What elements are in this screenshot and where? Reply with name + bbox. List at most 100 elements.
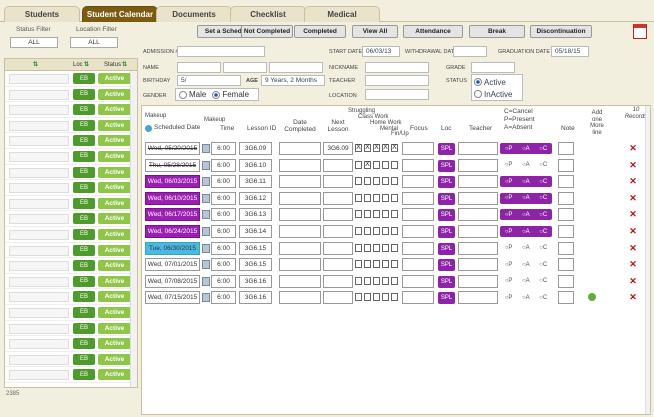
student-list-item[interactable]: EB Active	[5, 211, 137, 227]
focus-field[interactable]	[402, 274, 434, 288]
lesson-id-field[interactable]: 3G6.16	[239, 274, 272, 288]
focus-field[interactable]	[402, 191, 434, 205]
absent-radio[interactable]: ○A	[522, 245, 530, 252]
makeup-icon[interactable]	[202, 260, 210, 270]
student-list-item[interactable]: EB Active	[5, 133, 137, 149]
cancel-radio[interactable]: ○C	[539, 195, 548, 202]
student-status-badge[interactable]: Active	[98, 260, 131, 272]
absent-radio[interactable]: ○A	[522, 228, 530, 235]
progress-checkbox[interactable]	[373, 227, 380, 235]
withdrawal-field[interactable]	[453, 46, 487, 57]
next-lesson-field[interactable]	[323, 258, 353, 272]
progress-checkbox[interactable]	[391, 227, 398, 235]
sort-loc-icon[interactable]: ⇅	[84, 62, 90, 68]
next-lesson-field[interactable]	[323, 225, 353, 238]
progress-checkbox[interactable]	[355, 243, 362, 252]
progress-checkbox[interactable]	[373, 177, 380, 186]
student-status-badge[interactable]: Active	[98, 88, 131, 100]
progress-checkbox[interactable]	[382, 260, 389, 269]
progress-checkbox[interactable]	[355, 210, 362, 219]
scheduled-date-field[interactable]: Thu, 05/28/2015	[145, 158, 200, 172]
progress-checkbox[interactable]	[364, 227, 371, 235]
progress-checkbox[interactable]	[364, 260, 371, 269]
tab-documents[interactable]: Documents	[156, 6, 232, 22]
progress-checkbox[interactable]	[382, 227, 389, 235]
progress-checkbox[interactable]	[382, 193, 389, 202]
student-status-badge[interactable]: Active	[98, 244, 131, 256]
focus-field[interactable]	[402, 158, 434, 172]
cancel-radio[interactable]: ○C	[539, 228, 548, 235]
progress-checkbox[interactable]: X	[373, 144, 380, 152]
note-field[interactable]	[558, 158, 574, 172]
location-field[interactable]	[365, 89, 429, 100]
note-field[interactable]	[558, 258, 574, 272]
progress-checkbox[interactable]	[355, 227, 362, 235]
cancel-radio[interactable]: ○C	[539, 294, 548, 301]
scheduled-date-field[interactable]: Wed, 06/17/2015	[145, 208, 200, 222]
tab-checklist[interactable]: Checklist	[230, 6, 306, 22]
student-status-badge[interactable]: Active	[98, 182, 131, 194]
student-status-badge[interactable]: Active	[98, 213, 131, 225]
progress-checkbox[interactable]	[364, 243, 371, 252]
progress-checkbox[interactable]	[382, 243, 389, 252]
attendance-button[interactable]: Attendance	[403, 25, 463, 38]
present-radio[interactable]: ○P	[504, 162, 513, 169]
student-list-item[interactable]: EB Active	[5, 274, 137, 290]
progress-checkbox[interactable]	[364, 177, 371, 186]
cancel-radio[interactable]: ○C	[539, 162, 548, 169]
progress-checkbox[interactable]	[373, 260, 380, 269]
active-radio[interactable]	[474, 78, 482, 86]
date-completed-field[interactable]	[279, 158, 321, 172]
scheduled-date-field[interactable]: Wed, 05/20/2015	[145, 142, 200, 155]
student-list-item[interactable]: EB Active	[5, 243, 137, 259]
progress-checkbox[interactable]	[382, 160, 389, 169]
lesson-id-field[interactable]: 3G6.09	[239, 142, 272, 155]
sort-status-icon[interactable]: ⇅	[122, 62, 128, 68]
progress-checkbox[interactable]: X	[391, 144, 398, 152]
attendance-radio-group[interactable]: ○P ○A ○C	[500, 243, 552, 254]
tab-medical[interactable]: Medical	[304, 6, 380, 22]
makeup-icon[interactable]	[202, 276, 210, 286]
note-field[interactable]	[558, 175, 574, 189]
attendance-radio-group[interactable]: ○P ○A ○C	[500, 292, 552, 303]
teacher-field[interactable]	[458, 158, 498, 172]
progress-checkbox[interactable]	[391, 276, 398, 285]
student-list-item[interactable]: EB Active	[5, 336, 137, 352]
middle-name-field[interactable]	[223, 62, 267, 73]
start-date-field[interactable]: 06/03/13	[362, 46, 400, 57]
birthday-field[interactable]: 5/	[177, 75, 241, 86]
makeup-icon[interactable]	[202, 243, 210, 253]
grid-scrollbar[interactable]	[645, 106, 650, 414]
progress-checkbox[interactable]	[373, 293, 380, 302]
progress-checkbox[interactable]	[391, 177, 398, 186]
cancel-radio[interactable]: ○C	[539, 211, 548, 218]
lesson-id-field[interactable]: 3G6.16	[239, 291, 272, 305]
progress-checkbox[interactable]	[364, 193, 371, 202]
cancel-radio[interactable]: ○C	[539, 261, 548, 268]
student-list-item[interactable]: EB Active	[5, 258, 137, 274]
next-lesson-field[interactable]	[323, 208, 353, 222]
student-status-badge[interactable]: Active	[98, 338, 131, 350]
progress-checkbox[interactable]	[391, 293, 398, 302]
next-lesson-field[interactable]	[323, 241, 353, 255]
next-lesson-field[interactable]	[323, 175, 353, 189]
teacher-field[interactable]	[458, 291, 498, 305]
absent-radio[interactable]: ○A	[522, 178, 530, 185]
date-completed-field[interactable]	[279, 191, 321, 205]
time-field[interactable]: 6:00	[211, 175, 236, 189]
status-filter-select[interactable]: ALL	[10, 37, 58, 48]
delete-row-icon[interactable]: ✕	[629, 176, 637, 187]
delete-row-icon[interactable]: ✕	[629, 209, 637, 220]
attendance-radio-group[interactable]: ○P ○A ○C	[500, 226, 552, 237]
time-field[interactable]: 6:00	[211, 291, 236, 305]
lesson-id-field[interactable]: 3G6.12	[239, 191, 272, 205]
teacher-field[interactable]	[458, 208, 498, 222]
teacher-field[interactable]	[458, 241, 498, 255]
student-status-badge[interactable]: Active	[98, 197, 131, 209]
time-field[interactable]: 6:00	[211, 191, 236, 205]
note-field[interactable]	[558, 291, 574, 305]
progress-checkbox[interactable]	[373, 160, 380, 169]
student-status-badge[interactable]: Active	[98, 166, 131, 178]
delete-row-icon[interactable]: ✕	[629, 242, 637, 253]
makeup-icon[interactable]	[202, 160, 210, 170]
